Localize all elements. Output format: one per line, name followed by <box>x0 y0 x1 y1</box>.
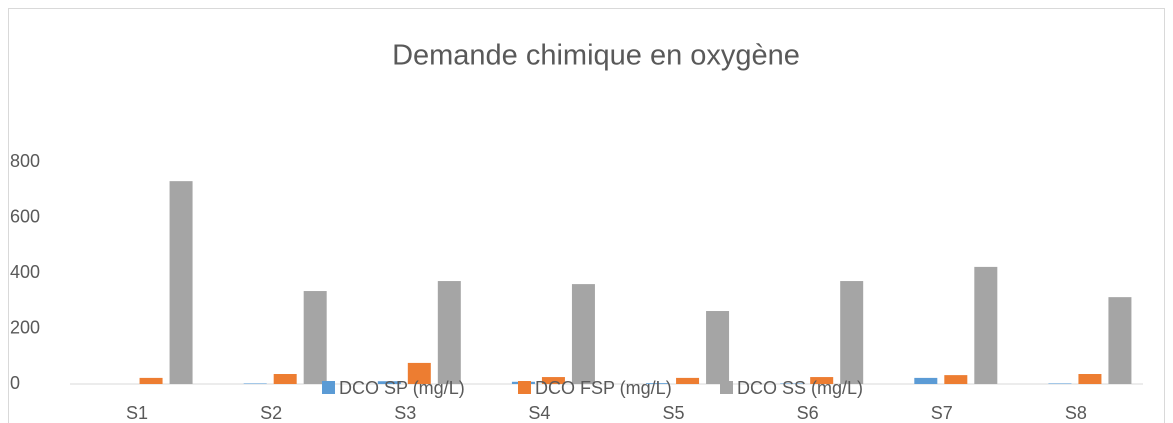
bar <box>944 375 968 384</box>
bar <box>810 377 834 384</box>
legend-label: DCO SS (mg/L) <box>737 378 863 398</box>
bar <box>914 377 938 384</box>
x-tick-label: S4 <box>528 403 550 423</box>
bar <box>407 362 431 384</box>
x-tick-label: S2 <box>260 403 282 423</box>
x-tick-label: S8 <box>1065 403 1087 423</box>
y-tick-label: 600 <box>10 206 40 226</box>
legend-swatch <box>322 381 335 394</box>
bar <box>437 281 461 384</box>
x-tick-label: S5 <box>663 403 685 423</box>
bar <box>1078 374 1102 384</box>
y-tick-label: 0 <box>10 373 20 393</box>
x-tick-label: S7 <box>931 403 953 423</box>
bar <box>840 281 864 384</box>
bar <box>273 374 297 384</box>
bar <box>706 311 730 384</box>
y-tick-label: 400 <box>10 262 40 282</box>
legend-swatch <box>720 381 733 394</box>
bar <box>646 383 670 384</box>
y-tick-label: 200 <box>10 317 40 337</box>
bar <box>780 383 804 384</box>
legend-label: DCO FSP (mg/L) <box>535 378 672 398</box>
bar <box>139 377 163 384</box>
bar <box>377 381 401 384</box>
bar <box>974 266 998 384</box>
bar <box>1108 297 1132 384</box>
bar <box>571 284 595 384</box>
chart-title: Demande chimique en oxygène <box>392 40 800 72</box>
y-tick-label: 800 <box>10 151 40 171</box>
legend-label: DCO SP (mg/L) <box>339 378 465 398</box>
x-tick-label: S1 <box>126 403 148 423</box>
bar <box>169 181 193 384</box>
bar <box>1048 383 1072 384</box>
bar <box>541 377 565 384</box>
bar <box>243 383 267 384</box>
bar <box>303 291 327 384</box>
bar <box>676 377 700 384</box>
legend-swatch <box>518 381 531 394</box>
x-tick-label: S3 <box>394 403 416 423</box>
x-tick-label: S6 <box>797 403 819 423</box>
